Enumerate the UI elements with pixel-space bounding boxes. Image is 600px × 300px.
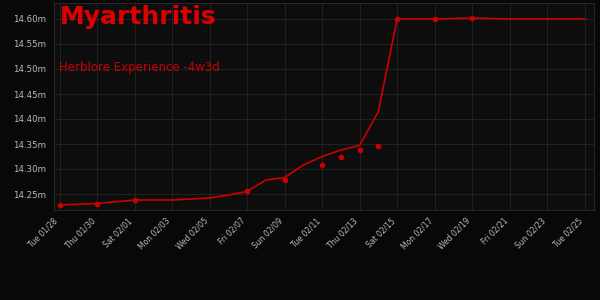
Point [242,189,252,194]
Point [280,178,289,182]
Point [430,16,439,21]
Point [374,143,383,148]
Text: Myarthritis: Myarthritis [59,5,216,29]
Point [317,163,327,167]
Text: Herblore Experience -4w3d: Herblore Experience -4w3d [59,61,220,74]
Point [392,16,402,21]
Point [130,198,139,203]
Point [336,154,346,159]
Point [92,201,102,206]
Point [467,16,477,20]
Point [355,148,364,152]
Point [55,202,64,207]
